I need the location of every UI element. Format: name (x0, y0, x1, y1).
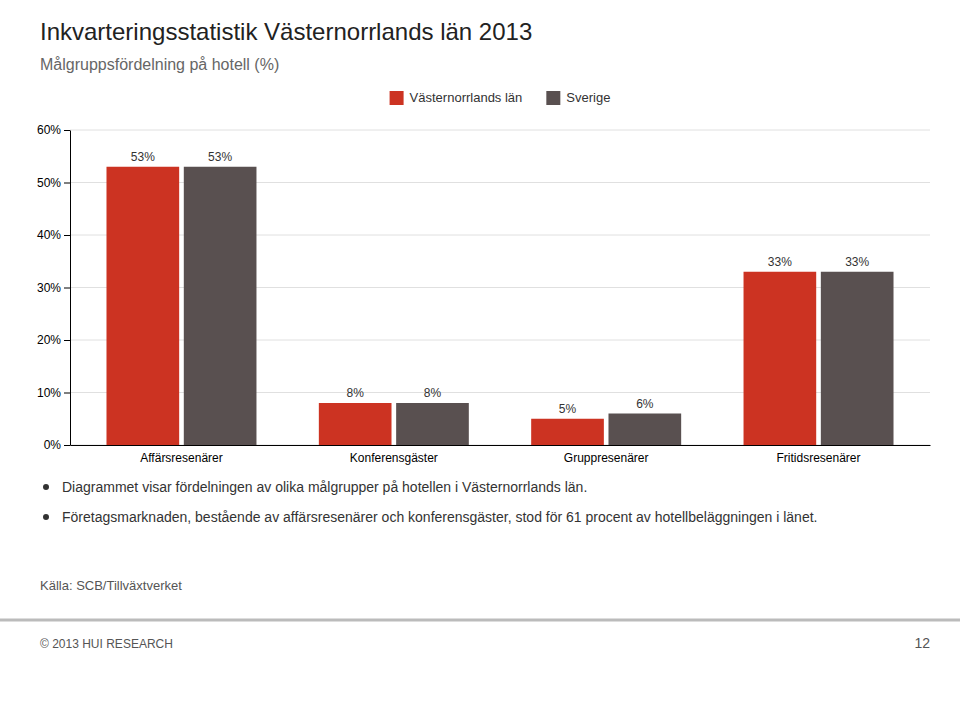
bar (184, 167, 257, 445)
tick: 60% (37, 123, 70, 137)
annotation: Företagsmarknaden, bestående av affärsre… (62, 509, 817, 525)
tick-label: 40% (37, 228, 61, 242)
x-axis-line (71, 445, 931, 446)
data-label: 53% (208, 150, 232, 164)
tick-label: 30% (37, 281, 61, 295)
bar (821, 272, 894, 445)
tick: 20% (37, 333, 70, 347)
bar (531, 419, 604, 445)
page-number: 12 (914, 635, 930, 651)
subtitle: Målgruppsfördelning på hotell (%) (40, 56, 279, 73)
tick-label: Gruppresenärer (564, 451, 649, 465)
data-labels: 53% 8% 5% 33% 53% 8% 6% 33% (131, 150, 870, 416)
tick: Konferensgäster (350, 451, 438, 465)
tick-mark (64, 183, 70, 184)
bar (608, 414, 681, 446)
tick-label: 0% (44, 438, 62, 452)
bar (744, 272, 817, 445)
tick-label: Affärsresenärer (140, 451, 222, 465)
tick-mark (64, 393, 70, 394)
data-label: 6% (636, 397, 654, 411)
footer-line (0, 619, 960, 622)
tick-label: Fritidsresenärer (777, 451, 861, 465)
tick-label: 20% (37, 333, 61, 347)
text-line: Företagsmarknaden, bestående av affärsre… (62, 509, 817, 525)
tick-label: 50% (37, 176, 61, 190)
tick-label: 10% (37, 386, 61, 400)
bars (106, 167, 893, 445)
data-label: 33% (768, 255, 792, 269)
annotation: Diagrammet visar fördelningen av olika m… (62, 479, 587, 495)
legend-label: Västernorrlands län (410, 90, 523, 105)
tick: 50% (37, 176, 70, 190)
tick: Affärsresenärer (140, 451, 222, 465)
tick-mark (64, 130, 70, 131)
bar (396, 403, 469, 445)
grid (70, 130, 930, 445)
tick: 10% (37, 386, 70, 400)
series (106, 167, 816, 445)
legend-swatch (546, 91, 560, 105)
chart: Inkvarteringsstatistik Västernorrlands l… (0, 0, 960, 701)
tick-mark (64, 340, 70, 341)
tick: Fritidsresenärer (777, 451, 861, 465)
bar (106, 167, 179, 445)
tick-mark (64, 288, 70, 289)
text-line: Diagrammet visar fördelningen av olika m… (62, 479, 587, 495)
source: Källa: SCB/Tillväxtverket (40, 578, 182, 593)
legend: Västernorrlands län Sverige (390, 90, 611, 105)
legend-item: Sverige (546, 90, 610, 105)
tick: Gruppresenärer (564, 451, 649, 465)
grid-line (70, 130, 930, 131)
title: Inkvarteringsstatistik Västernorrlands l… (40, 18, 532, 45)
tick: 40% (37, 228, 70, 242)
data-label: 5% (559, 402, 577, 416)
bullet (43, 484, 49, 490)
data-label: 8% (424, 386, 442, 400)
bullet (43, 514, 49, 520)
tick-mark (64, 235, 70, 236)
bar (319, 403, 392, 445)
legend-label: Sverige (566, 90, 610, 105)
data-label: 53% (131, 150, 155, 164)
data-label: 33% (845, 255, 869, 269)
legend-item: Västernorrlands län (390, 90, 523, 105)
tick-label: 60% (37, 123, 61, 137)
tick: 30% (37, 281, 70, 295)
tick: 0% (44, 438, 70, 452)
copyright: © 2013 HUI RESEARCH (40, 637, 173, 651)
series (184, 167, 894, 445)
legend-swatch (390, 91, 404, 105)
y-axis-line (70, 131, 71, 446)
tick-mark (64, 445, 70, 446)
data-label: 8% (347, 386, 365, 400)
tick-label: Konferensgäster (350, 451, 438, 465)
y-axis: 0% 10% 20% 30% 40% 50% 60% (37, 123, 71, 452)
x-axis: Affärsresenärer Konferensgäster Gruppresen… (71, 446, 931, 466)
